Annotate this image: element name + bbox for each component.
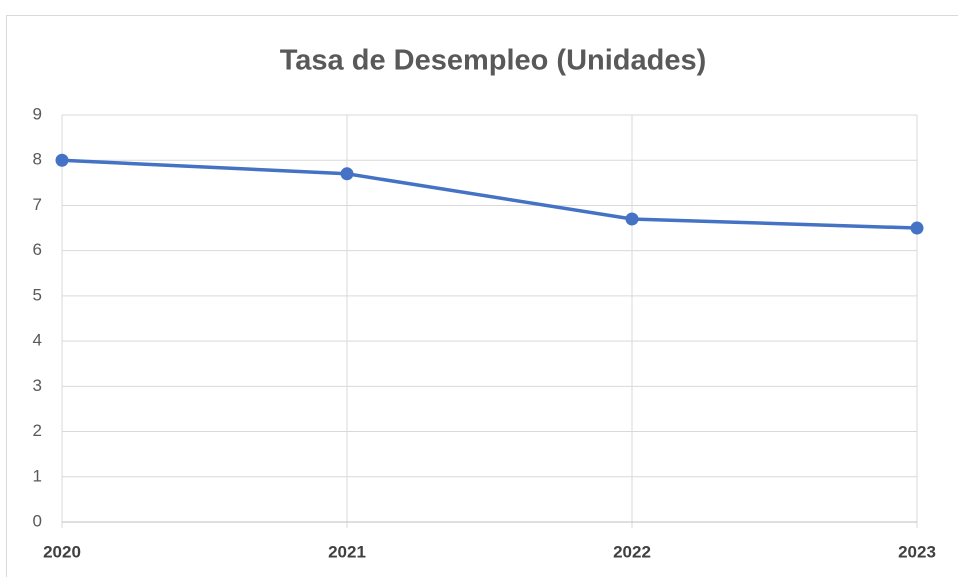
x-tick-label: 2023 — [898, 542, 936, 561]
y-tick-label: 9 — [33, 104, 42, 123]
x-tick-label: 2022 — [613, 542, 651, 561]
x-tick-label: 2020 — [43, 542, 81, 561]
y-tick-label: 7 — [33, 195, 42, 214]
y-tick-label: 2 — [33, 421, 42, 440]
data-point — [910, 221, 924, 235]
y-tick-label: 4 — [33, 331, 42, 350]
y-tick-label: 8 — [33, 150, 42, 169]
y-tick-label: 0 — [33, 511, 42, 530]
data-point — [55, 153, 69, 167]
y-tick-label: 1 — [33, 466, 42, 485]
chart-title: Tasa de Desempleo (Unidades) — [280, 45, 707, 77]
data-line — [61, 158, 918, 230]
y-tick-label: 6 — [33, 240, 42, 259]
data-point — [340, 167, 354, 181]
y-tick-label: 3 — [33, 376, 42, 395]
y-tick-label: 5 — [33, 285, 42, 304]
x-tick-label: 2021 — [328, 542, 366, 561]
data-point — [625, 212, 639, 226]
